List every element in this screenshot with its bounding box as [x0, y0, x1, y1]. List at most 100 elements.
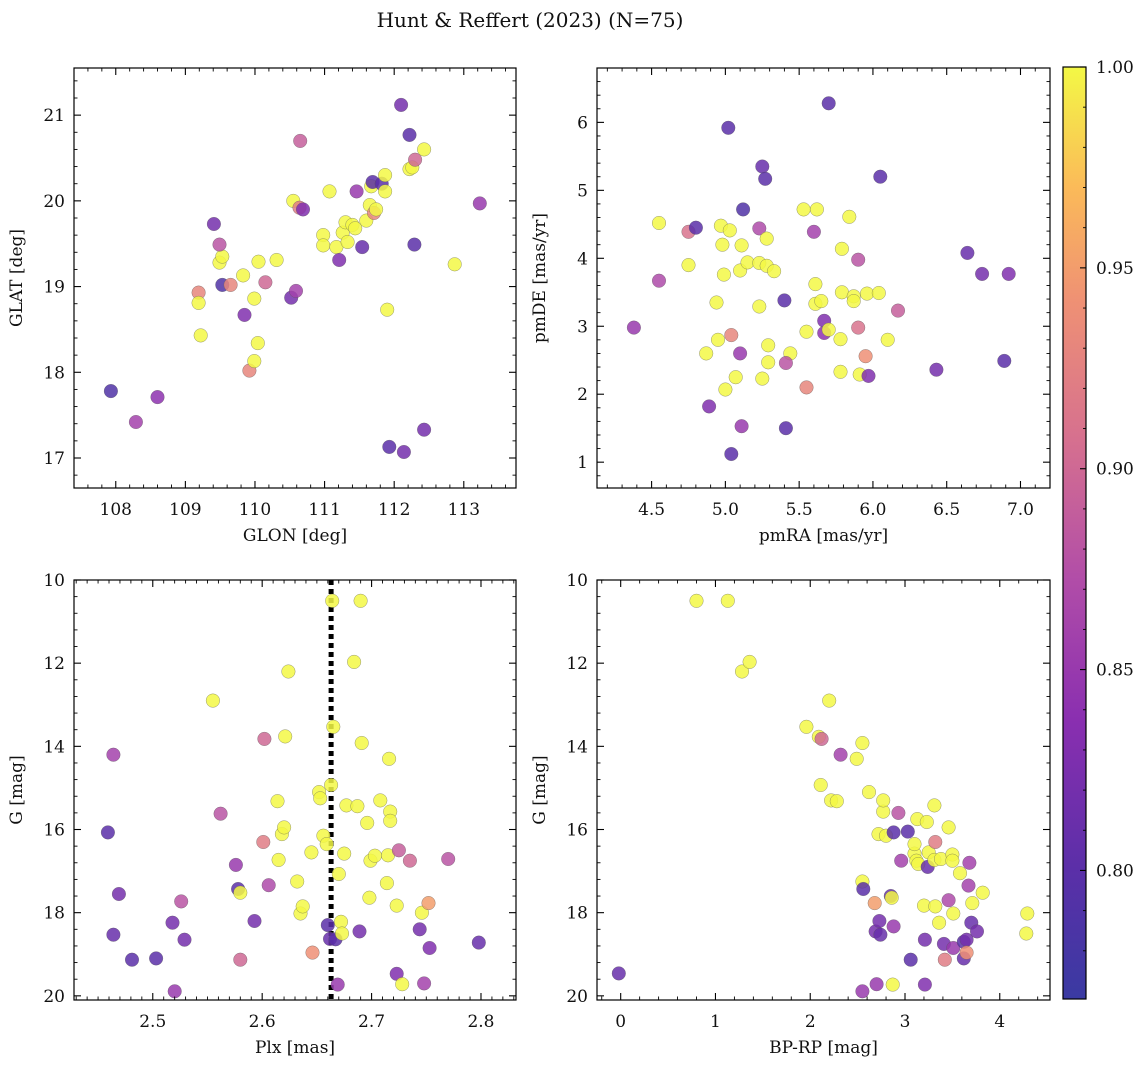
data-point	[472, 196, 487, 211]
data-point	[213, 806, 228, 821]
data-point	[269, 252, 284, 268]
y-tick-label: 3	[577, 317, 588, 337]
data-point	[251, 254, 266, 269]
data-point	[394, 97, 409, 112]
y-tick-label: 1	[577, 453, 588, 473]
data-point	[369, 202, 384, 217]
data-point	[233, 952, 248, 967]
data-point	[873, 927, 888, 942]
data-point	[946, 940, 961, 956]
data-point	[778, 421, 793, 436]
y-axis-label: G [mag]	[530, 755, 550, 824]
data-point	[290, 874, 305, 889]
data-point	[718, 382, 733, 397]
y-tick-label: 20	[43, 192, 65, 212]
data-point	[349, 184, 364, 199]
data-point	[891, 805, 906, 820]
x-tick-label: 4.5	[638, 500, 665, 520]
y-axis-label: GLAT [deg]	[7, 229, 27, 327]
data-point	[165, 915, 180, 930]
data-point	[821, 322, 836, 337]
panel-plx-g: 2.5 2.6 2.7 2.8 10 12 14 16 18 20 Plx [mas] G [mag]	[7, 571, 517, 1058]
data-point	[829, 794, 844, 809]
data-point	[355, 240, 370, 255]
panel-pmra-pmde: 4.5 5.0 5.5 6.0 6.5 7.0 1 2 3 4 5 6 pmRA [mas/yr] pmD…	[530, 67, 1051, 546]
data-point	[1019, 926, 1034, 941]
data-point	[278, 729, 293, 744]
data-point	[851, 252, 866, 267]
axes-frame	[596, 67, 1051, 489]
data-point	[689, 593, 704, 608]
data-point	[250, 336, 265, 351]
data-point	[270, 794, 285, 809]
data-point	[316, 238, 331, 253]
x-tick-label: 109	[169, 500, 201, 520]
data-point	[961, 878, 976, 893]
points	[626, 96, 1016, 462]
data-point	[975, 885, 990, 900]
data-point	[353, 593, 368, 608]
data-point	[395, 977, 410, 992]
data-point	[952, 866, 968, 881]
data-point	[271, 852, 286, 867]
data-point	[447, 257, 462, 272]
data-point	[855, 735, 870, 751]
data-point	[846, 294, 861, 309]
x-tick-label: 1	[710, 1012, 721, 1032]
data-point	[919, 814, 934, 830]
data-point	[856, 881, 871, 897]
data-point	[894, 853, 909, 868]
data-point	[962, 855, 977, 870]
data-point	[651, 215, 667, 231]
data-point	[378, 168, 393, 183]
y-tick-label: 5	[577, 181, 588, 201]
points	[103, 97, 487, 460]
data-point	[814, 731, 829, 746]
data-point	[347, 654, 362, 669]
data-point	[900, 824, 915, 839]
data-point	[103, 384, 118, 399]
x-axis-label: pmRA [mas/yr]	[759, 526, 888, 546]
data-point	[813, 777, 828, 793]
data-point	[149, 951, 164, 966]
y-axis-label: pmDE [mas/yr]	[530, 213, 550, 343]
x-tick-label: 2.8	[467, 1012, 494, 1032]
data-point	[721, 120, 736, 135]
panel-glon-glat: 108 109 110 111 112 113 17 18 19 20 21 GLON [deg] GL…	[7, 67, 517, 546]
data-point	[326, 719, 341, 734]
data-point	[849, 751, 864, 766]
data-point	[407, 237, 422, 252]
data-point	[626, 320, 641, 335]
data-point	[759, 231, 774, 246]
data-point	[724, 446, 739, 462]
data-point	[380, 302, 395, 317]
ticks: 108 109 110 111 112 113 17 18 19 20 21	[43, 68, 516, 520]
data-point	[975, 266, 990, 281]
data-point	[796, 202, 811, 217]
data-point	[124, 952, 140, 967]
y-tick-label: 20	[43, 987, 65, 1007]
axes-frame	[73, 579, 517, 1001]
ticks: 2.5 2.6 2.7 2.8 10 12 14 16 18 20	[43, 571, 516, 1032]
y-tick-label: 21	[43, 106, 65, 126]
data-point	[373, 793, 388, 808]
data-point	[417, 976, 432, 991]
y-tick-label: 16	[566, 821, 588, 841]
data-point	[354, 735, 369, 751]
data-point	[767, 264, 782, 279]
data-point	[710, 332, 726, 347]
y-tick-label: 18	[43, 363, 65, 383]
y-tick-label: 12	[566, 654, 588, 674]
data-point	[611, 966, 626, 981]
data-point	[215, 249, 230, 264]
data-point	[907, 837, 922, 852]
data-point	[396, 444, 411, 460]
data-point	[869, 977, 884, 992]
data-point	[917, 932, 932, 947]
data-point	[293, 133, 308, 148]
x-tick-label: 2.7	[358, 1012, 385, 1032]
data-point	[734, 664, 750, 679]
data-point	[833, 332, 848, 347]
x-tick-label: 4	[994, 1012, 1005, 1032]
